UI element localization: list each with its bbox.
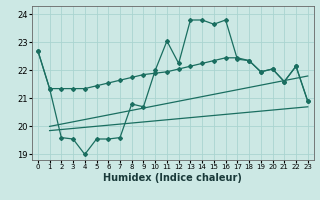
X-axis label: Humidex (Indice chaleur): Humidex (Indice chaleur) <box>103 173 242 183</box>
